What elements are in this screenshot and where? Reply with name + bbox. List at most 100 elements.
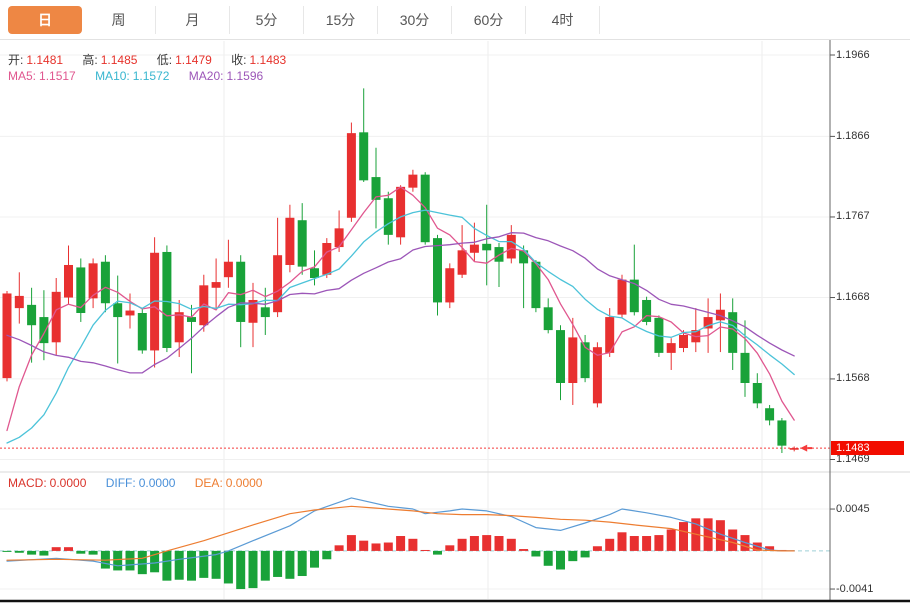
candle-body — [728, 312, 738, 353]
candle-body — [642, 299, 652, 322]
candle-body — [519, 250, 529, 264]
candle-body — [592, 347, 602, 404]
high-label: 高: — [82, 53, 98, 67]
macd-bar — [383, 542, 393, 551]
macd-bar — [223, 550, 233, 584]
tab-month[interactable]: 月 — [156, 5, 230, 34]
candle-body — [137, 313, 147, 351]
macd-bar — [359, 540, 369, 551]
macd-bar — [334, 545, 344, 551]
macd-bar — [150, 550, 160, 573]
ma10-line — [6, 209, 795, 444]
candle-body — [334, 228, 344, 248]
macd-label: MACD: — [8, 476, 47, 490]
price-axis-label: 1.1568 — [836, 372, 870, 385]
dea-label: DEA: — [194, 476, 223, 490]
macd-bar — [728, 529, 738, 551]
candle-body — [27, 304, 37, 326]
current-price-badge: 1.1483 — [831, 441, 904, 456]
macd-bar — [211, 550, 221, 579]
tab-5min[interactable]: 5分 — [230, 5, 304, 34]
price-axis-label: 1.1767 — [836, 210, 870, 223]
ma5-label: MA5: — [8, 69, 37, 83]
macd-bar — [310, 550, 319, 568]
tab-day[interactable]: 日 — [8, 5, 82, 34]
candle-body — [457, 250, 467, 275]
macd-bar — [322, 550, 332, 560]
price-axis-label: 1.1469 — [836, 453, 870, 465]
candle-body — [482, 243, 492, 251]
candle-body — [273, 255, 283, 313]
dea-value: 0.0000 — [225, 476, 263, 490]
candle-body — [506, 234, 516, 259]
candle-body — [580, 342, 590, 379]
macd-bar — [765, 546, 775, 551]
candle-body — [260, 307, 270, 318]
macd-bar — [174, 550, 184, 580]
tab-4hour[interactable]: 4时 — [526, 5, 600, 34]
macd-bar — [27, 550, 37, 555]
macd-bar — [113, 550, 123, 571]
macd-bar — [297, 550, 307, 577]
macd-bar — [396, 536, 406, 551]
candle-body — [752, 382, 762, 404]
candle-body — [777, 420, 787, 446]
macd-bar — [51, 547, 61, 551]
price-axis-label: 1.1866 — [836, 129, 870, 142]
candle-body — [371, 177, 381, 200]
candle-body — [39, 317, 49, 344]
macd-bar — [580, 550, 590, 558]
tab-60min[interactable]: 60分 — [452, 5, 526, 34]
candle-body — [14, 295, 24, 309]
macd-bar — [260, 550, 270, 581]
macd-bar — [506, 538, 516, 551]
macd-bar — [556, 550, 565, 570]
tab-week[interactable]: 周 — [82, 5, 156, 34]
candle-body — [285, 217, 295, 265]
tab-15min[interactable]: 15分 — [304, 5, 378, 34]
ma-legend: MA5: 1.1517 MA10: 1.1572 MA20: 1.1596 — [8, 69, 266, 83]
macd-value: 0.0000 — [49, 476, 87, 490]
dea-line — [6, 505, 795, 561]
macd-bar — [346, 535, 356, 551]
candle-body — [199, 285, 209, 326]
candle-body — [666, 343, 676, 353]
candle-body — [679, 334, 688, 348]
ohlc-legend: 开: 1.1481 高: 1.1485 低: 1.1479 收: 1.1483 — [8, 51, 289, 68]
macd-bar — [273, 550, 283, 577]
macd-bar — [236, 550, 246, 590]
candle-body — [125, 310, 135, 316]
diff-label: DIFF: — [105, 476, 136, 490]
candle-body — [51, 291, 61, 343]
macd-bar — [445, 545, 455, 551]
candle-body — [383, 198, 393, 235]
candle-body — [703, 317, 713, 329]
macd-bar — [543, 550, 553, 566]
candle-body — [223, 261, 233, 278]
candle-body — [531, 261, 541, 309]
macd-axis-label: -0.0041 — [836, 582, 874, 595]
low-label: 低: — [156, 53, 173, 67]
candle-body — [187, 317, 196, 322]
candle-body — [629, 279, 639, 313]
candle-body — [740, 352, 750, 383]
tab-30min[interactable]: 30分 — [378, 5, 452, 34]
low-value: 1.1479 — [175, 53, 212, 67]
candle-body — [174, 312, 184, 343]
macd-bar — [531, 550, 541, 557]
macd-bar — [187, 550, 196, 581]
candle-body — [359, 132, 369, 181]
price-axis-label: 1.1966 — [836, 48, 870, 61]
candle-body — [248, 299, 258, 323]
candle-body — [236, 261, 246, 322]
macd-bar — [125, 550, 135, 571]
candle-body — [211, 282, 221, 288]
price-axis-label: 1.1668 — [836, 291, 870, 304]
timeframe-tab-bar: 日周月 5分 15分 30分 60分 4时 — [0, 0, 910, 40]
candle-body — [605, 317, 615, 353]
macd-bar — [494, 536, 504, 551]
macd-bar — [703, 518, 713, 551]
candle-body — [113, 303, 123, 318]
candle-body — [765, 408, 775, 421]
